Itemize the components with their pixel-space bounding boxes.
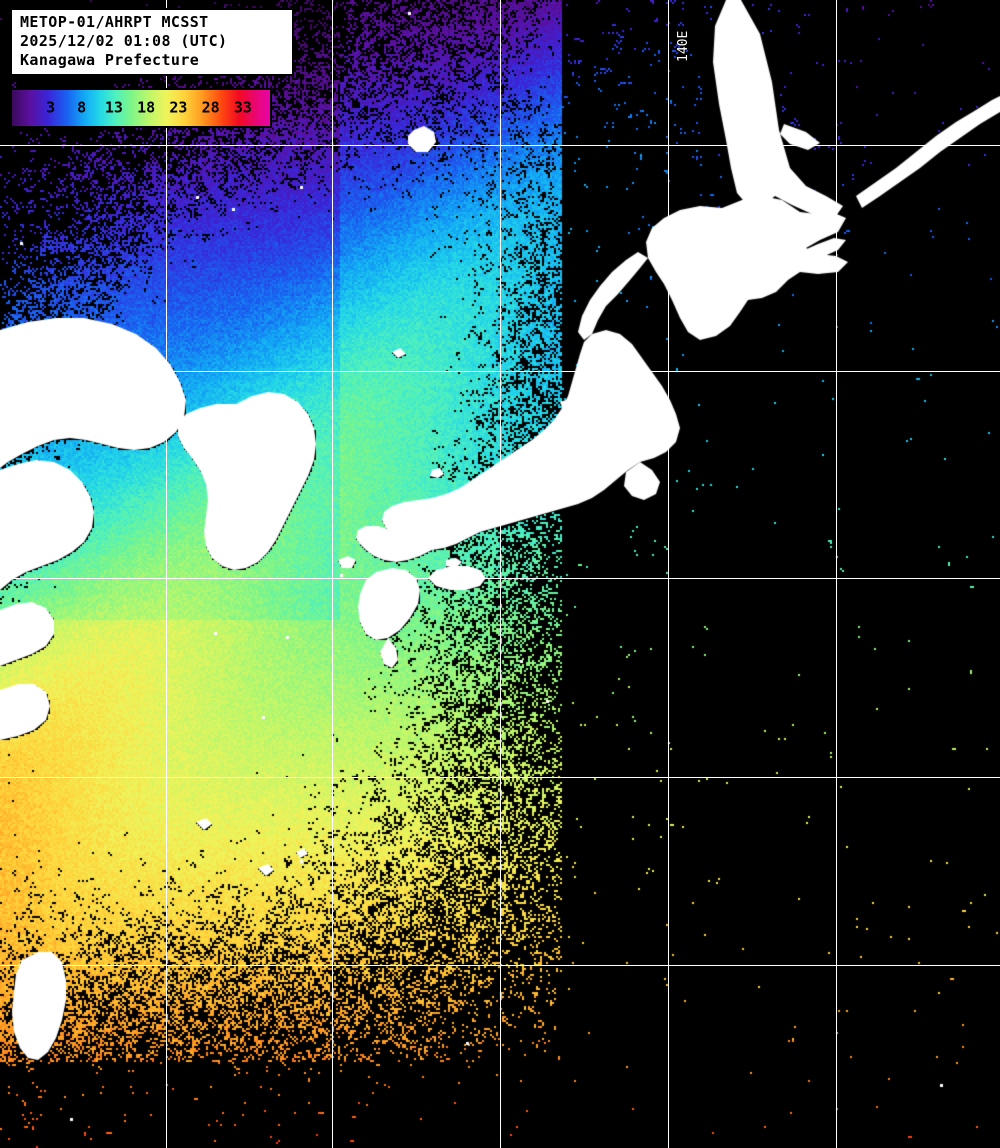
colorbar-tick-23: 23 [169, 98, 188, 117]
longitude-label-140e: 140E [676, 30, 691, 62]
colorbar-tick-labels: 3 8 13 18 23 28 33 [12, 90, 270, 126]
info-line-product: METOP-01/AHRPT MCSST [20, 13, 209, 31]
info-line-region: Kanagawa Prefecture [20, 51, 200, 69]
colorbar-tick-3: 3 [46, 98, 56, 117]
colorbar-tick-28: 28 [201, 98, 220, 117]
colorbar-tick-33: 33 [233, 98, 252, 117]
colorbar-tick-13: 13 [104, 98, 123, 117]
sst-colorbar: 3 8 13 18 23 28 33 [10, 88, 272, 128]
colorbar-tick-8: 8 [77, 98, 87, 117]
colorbar-tick-18: 18 [137, 98, 156, 117]
info-line-timestamp: 2025/12/02 01:08 (UTC) [20, 32, 228, 50]
info-box: METOP-01/AHRPT MCSST 2025/12/02 01:08 (U… [10, 8, 294, 76]
colorbar-gradient [12, 90, 270, 126]
